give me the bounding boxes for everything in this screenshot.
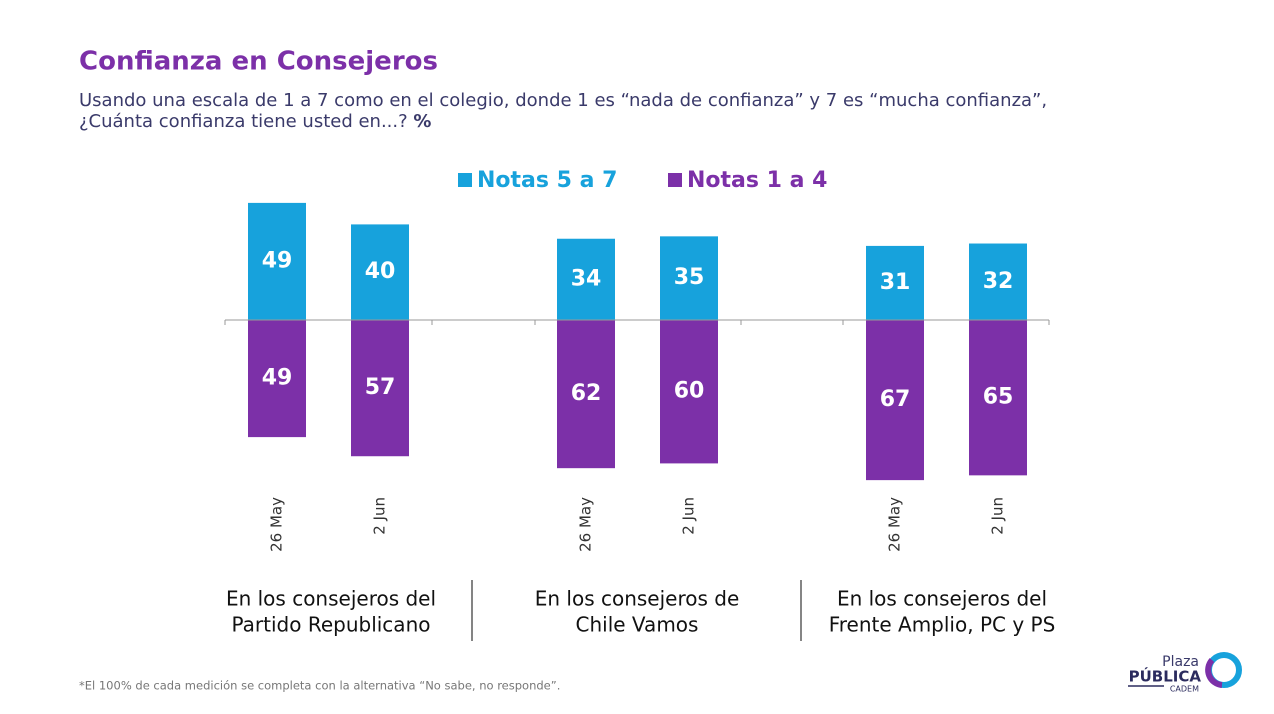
group-label: Frente Amplio, PC y PS <box>829 613 1056 637</box>
group-label: En los consejeros del <box>226 587 436 611</box>
bar <box>660 320 718 464</box>
bar <box>969 320 1027 476</box>
legend-swatch <box>668 173 682 187</box>
group-label: En los consejeros del <box>837 587 1047 611</box>
value-label: 57 <box>365 375 396 400</box>
logo-text: PÚBLICA <box>1129 667 1202 686</box>
x-tick-label: 26 May <box>268 497 286 552</box>
x-tick-label: 2 Jun <box>680 497 698 535</box>
value-label: 62 <box>571 381 602 406</box>
legend-label: Notas 1 a 4 <box>687 168 827 193</box>
value-label: 34 <box>571 266 602 291</box>
value-label: 35 <box>674 265 705 290</box>
bar <box>557 238 615 320</box>
bar <box>351 224 409 320</box>
group-label: Chile Vamos <box>576 613 699 637</box>
bar <box>866 320 924 481</box>
unit: % <box>413 111 431 132</box>
subtitle: Usando una escala de 1 a 7 como en el co… <box>79 90 1047 111</box>
logo-icon <box>1205 657 1223 688</box>
subtitle: ¿Cuánta confianza tiene usted en...? % <box>79 111 431 132</box>
value-label: 49 <box>262 248 293 273</box>
footnote: *El 100% de cada medición se completa co… <box>79 679 560 693</box>
value-label: 65 <box>983 385 1014 410</box>
bar <box>969 243 1027 320</box>
value-label: 40 <box>365 259 396 284</box>
bar <box>557 320 615 469</box>
x-tick-label: 26 May <box>577 497 595 552</box>
x-tick-label: 2 Jun <box>989 497 1007 535</box>
bar <box>866 245 924 320</box>
chart-title: Confianza en Consejeros <box>79 47 438 77</box>
logo-text: Plaza <box>1162 654 1199 670</box>
value-label: 60 <box>674 379 705 404</box>
value-label: 67 <box>880 387 911 412</box>
group-label: En los consejeros de <box>535 587 740 611</box>
legend-swatch <box>458 173 472 187</box>
bar <box>248 320 306 438</box>
bar <box>248 202 306 320</box>
group-label: Partido Republicano <box>232 613 431 637</box>
value-label: 31 <box>880 270 911 295</box>
x-tick-label: 2 Jun <box>371 497 389 535</box>
bar <box>660 236 718 320</box>
value-label: 49 <box>262 366 293 391</box>
bar <box>351 320 409 457</box>
logo-text: CADEM <box>1170 685 1199 694</box>
x-tick-label: 26 May <box>886 497 904 552</box>
subtitle-line: ¿Cuánta confianza tiene usted en...? <box>79 111 408 132</box>
value-label: 32 <box>983 269 1014 294</box>
legend-label: Notas 5 a 7 <box>477 168 617 193</box>
